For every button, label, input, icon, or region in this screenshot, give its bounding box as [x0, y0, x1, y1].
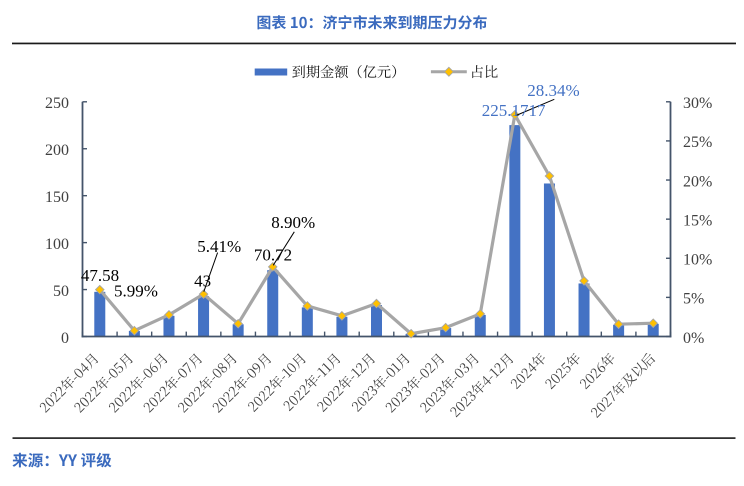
- svg-text:0%: 0%: [683, 330, 704, 347]
- svg-text:10%: 10%: [683, 252, 712, 269]
- svg-text:47.58: 47.58: [81, 266, 119, 285]
- svg-text:25%: 25%: [683, 134, 712, 151]
- svg-text:28.34%: 28.34%: [527, 81, 579, 100]
- svg-text:100: 100: [45, 236, 69, 253]
- svg-text:43: 43: [194, 271, 211, 290]
- svg-text:50: 50: [53, 283, 69, 300]
- svg-text:200: 200: [45, 142, 69, 159]
- svg-text:0: 0: [61, 330, 69, 347]
- svg-text:15%: 15%: [683, 213, 712, 230]
- svg-text:20%: 20%: [683, 173, 712, 190]
- svg-text:5.41%: 5.41%: [197, 237, 241, 256]
- svg-text:250: 250: [45, 95, 69, 112]
- svg-text:225.1717: 225.1717: [482, 101, 546, 120]
- svg-text:5.99%: 5.99%: [114, 282, 158, 301]
- svg-text:150: 150: [45, 189, 69, 206]
- svg-text:30%: 30%: [683, 95, 712, 112]
- svg-text:70.72: 70.72: [254, 246, 292, 265]
- svg-text:8.90%: 8.90%: [271, 213, 315, 232]
- svg-text:5%: 5%: [683, 291, 704, 308]
